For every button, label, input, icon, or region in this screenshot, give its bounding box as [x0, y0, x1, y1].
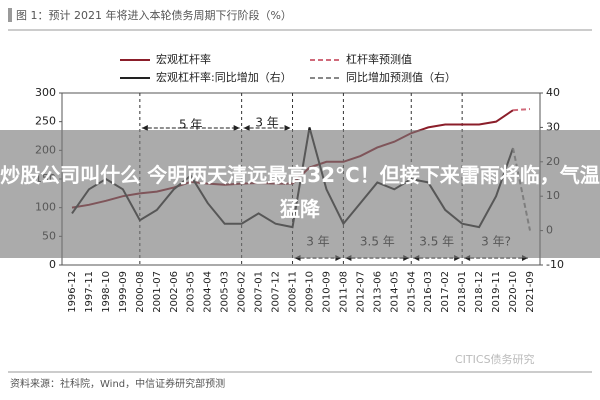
annotation: 5 年: [179, 118, 202, 132]
x-tick-label: 1996-12: [67, 271, 78, 313]
x-tick-label: 2017-02: [440, 271, 451, 313]
x-tick-label: 1997-11: [84, 271, 95, 313]
banner: 炒股公司叫什么 今明两天清远最高32°C！但接下来雷雨将临，气温猛降: [0, 130, 600, 258]
x-tick-label: 2001-07: [152, 271, 163, 313]
x-tick-label: 1999-09: [118, 271, 129, 313]
y2-tick-label: -10: [546, 258, 564, 271]
legend-label: 宏观杠杆率:同比增加（右）: [156, 70, 292, 84]
x-tick-label: 2018-01: [457, 271, 468, 313]
x-tick-label: 2015-04: [406, 271, 417, 313]
annotation: 3 年: [255, 116, 278, 130]
series-line: [512, 108, 531, 112]
y2-tick-label: 40: [546, 86, 560, 99]
x-tick-label: 2018-12: [474, 271, 485, 313]
x-tick-label: 2010-09: [321, 271, 332, 313]
x-tick-label: 2004-04: [203, 271, 214, 313]
legend-label: 同比增加预测值（右）: [346, 70, 456, 84]
x-tick-label: 2007-01: [254, 271, 265, 313]
title-marker: [8, 8, 12, 22]
source: 资料来源：社科院，Wind，中信证券研究部预测: [10, 377, 225, 390]
x-tick-label: 2012-07: [355, 271, 366, 313]
x-tick-label: 2009-10: [304, 271, 315, 313]
x-tick-label: 2007-12: [271, 271, 282, 313]
x-tick-label: 2019-11: [491, 271, 502, 313]
watermark: CITICS债务研究: [455, 352, 535, 366]
x-tick-label: 2005-03: [220, 271, 231, 313]
y-tick-label: 0: [49, 258, 56, 271]
x-tick-label: 2008-11: [288, 271, 299, 313]
x-tick-label: 2021-09: [525, 271, 536, 313]
chart-title: 图 1：预计 2021 年将进入本轮债务周期下行阶段（%）: [16, 8, 292, 22]
x-tick-label: 2016-03: [423, 271, 434, 313]
x-tick-label: 2002-06: [169, 271, 180, 313]
x-tick-label: 2011-08: [338, 271, 349, 313]
x-tick-label: 1998-10: [101, 271, 112, 313]
x-tick-label: 2013-06: [372, 271, 383, 313]
x-tick-label: 2003-05: [186, 271, 197, 313]
legend-label: 宏观杠杆率: [156, 52, 211, 66]
y-tick-label: 250: [35, 115, 56, 128]
legend-label: 杠杆率预测值: [346, 52, 412, 66]
x-tick-label: 2000-08: [135, 271, 146, 313]
y-tick-label: 300: [35, 86, 56, 99]
x-tick-label: 2020-10: [508, 271, 519, 313]
x-tick-label: 2006-02: [237, 271, 248, 313]
x-tick-label: 2014-05: [389, 271, 400, 313]
